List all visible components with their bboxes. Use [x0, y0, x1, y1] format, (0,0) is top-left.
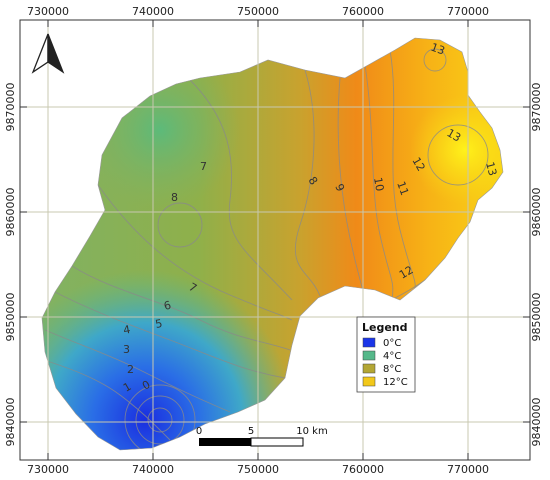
legend-label: 12°C: [383, 377, 408, 388]
legend-swatch: [362, 363, 376, 374]
legend-title: Legend: [362, 321, 408, 334]
legend-label: 4°C: [383, 351, 401, 362]
y-tick-label: 9870000: [530, 83, 543, 132]
scale-bar-segment: [250, 437, 304, 447]
legend-label: 8°C: [383, 364, 401, 375]
contour-label: 12: [397, 263, 416, 281]
scale-label: 10 km: [296, 426, 327, 437]
x-tick-labels-bottom: 730000 740000 750000 760000 770000: [27, 463, 489, 476]
contour-label: 13: [445, 126, 464, 144]
y-tick-labels-right: 9870000 9860000 9850000 9840000: [530, 83, 543, 447]
legend-swatch: [362, 337, 376, 348]
y-tick-label: 9850000: [530, 293, 543, 342]
legend-swatch: [362, 376, 376, 387]
x-tick-label: 750000: [237, 5, 279, 18]
legend-item: 4°C: [362, 350, 401, 362]
north-arrow-icon: [31, 33, 65, 74]
contour-labels: 13 13 12 13 11 10 9 8 7 8 7 6 5 4 3 2 1 …: [121, 41, 499, 395]
contour-label: 8: [171, 191, 178, 204]
contour-label: 13: [429, 41, 447, 58]
y-tick-label: 9860000: [4, 188, 17, 237]
legend-item: 8°C: [362, 363, 401, 375]
legend-item: 0°C: [362, 337, 401, 349]
contour-label: 4: [122, 323, 131, 337]
x-tick-label: 770000: [447, 5, 489, 18]
y-tick-label: 9870000: [4, 83, 17, 132]
y-tick-label: 9840000: [530, 398, 543, 447]
x-tick-label: 760000: [342, 463, 384, 476]
contour-label: 9: [332, 182, 347, 194]
legend: Legend 0°C 4°C 8°C 12°C: [356, 316, 416, 393]
scale-label: 5: [248, 426, 254, 437]
x-tick-label: 770000: [447, 463, 489, 476]
contour-label: 10: [371, 176, 386, 192]
scale-bar-segment: [199, 438, 251, 446]
y-tick-labels-left: 9870000 9860000 9850000 9840000: [4, 83, 17, 447]
x-tick-label: 740000: [132, 463, 174, 476]
legend-swatch: [362, 350, 376, 361]
contour-label: 5: [154, 317, 163, 331]
contour-label: 3: [123, 343, 130, 356]
legend-item: 12°C: [362, 376, 408, 388]
contour-label: 2: [127, 363, 134, 376]
legend-label: 0°C: [383, 338, 401, 349]
frame-ticks: [20, 20, 530, 460]
x-tick-label: 760000: [342, 5, 384, 18]
contour-label: 6: [162, 299, 172, 313]
x-tick-label: 730000: [27, 463, 69, 476]
x-tick-label: 730000: [27, 5, 69, 18]
contour-label: 7: [200, 160, 207, 173]
y-tick-label: 9840000: [4, 398, 17, 447]
x-tick-labels-top: 730000 740000 750000 760000 770000: [27, 5, 489, 18]
x-tick-label: 750000: [237, 463, 279, 476]
y-tick-label: 9850000: [4, 293, 17, 342]
scale-bar: 0 5 10 km: [196, 426, 328, 447]
y-tick-label: 9860000: [530, 188, 543, 237]
x-tick-label: 740000: [132, 5, 174, 18]
contour-label: 11: [394, 180, 411, 198]
contour-label: 13: [483, 160, 499, 177]
scale-label: 0: [196, 426, 202, 437]
contour-label: 12: [409, 155, 427, 174]
